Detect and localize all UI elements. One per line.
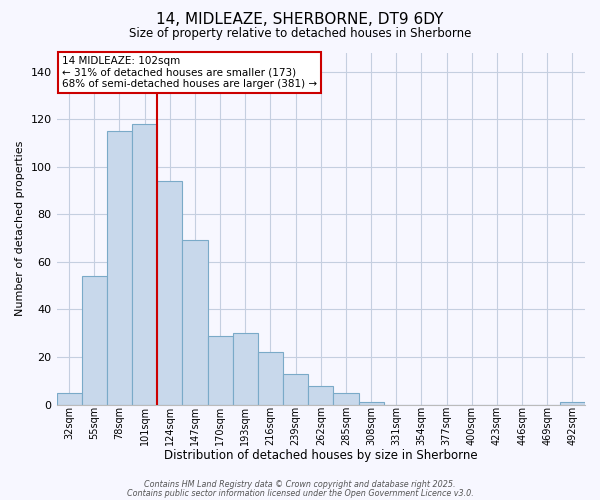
Bar: [359, 402, 383, 404]
Text: 14, MIDLEAZE, SHERBORNE, DT9 6DY: 14, MIDLEAZE, SHERBORNE, DT9 6DY: [157, 12, 443, 28]
Bar: [233, 333, 258, 404]
Bar: [560, 402, 585, 404]
Text: Contains public sector information licensed under the Open Government Licence v3: Contains public sector information licen…: [127, 488, 473, 498]
Y-axis label: Number of detached properties: Number of detached properties: [15, 141, 25, 316]
Text: Size of property relative to detached houses in Sherborne: Size of property relative to detached ho…: [129, 28, 471, 40]
Text: 14 MIDLEAZE: 102sqm
← 31% of detached houses are smaller (173)
68% of semi-detac: 14 MIDLEAZE: 102sqm ← 31% of detached ho…: [62, 56, 317, 89]
Bar: [82, 276, 107, 404]
Bar: [107, 131, 132, 404]
Bar: [182, 240, 208, 404]
Bar: [208, 336, 233, 404]
Bar: [308, 386, 334, 404]
X-axis label: Distribution of detached houses by size in Sherborne: Distribution of detached houses by size …: [164, 450, 478, 462]
Bar: [283, 374, 308, 404]
Bar: [258, 352, 283, 405]
Bar: [132, 124, 157, 404]
Bar: [157, 181, 182, 404]
Text: Contains HM Land Registry data © Crown copyright and database right 2025.: Contains HM Land Registry data © Crown c…: [144, 480, 456, 489]
Bar: [334, 392, 359, 404]
Bar: [56, 392, 82, 404]
